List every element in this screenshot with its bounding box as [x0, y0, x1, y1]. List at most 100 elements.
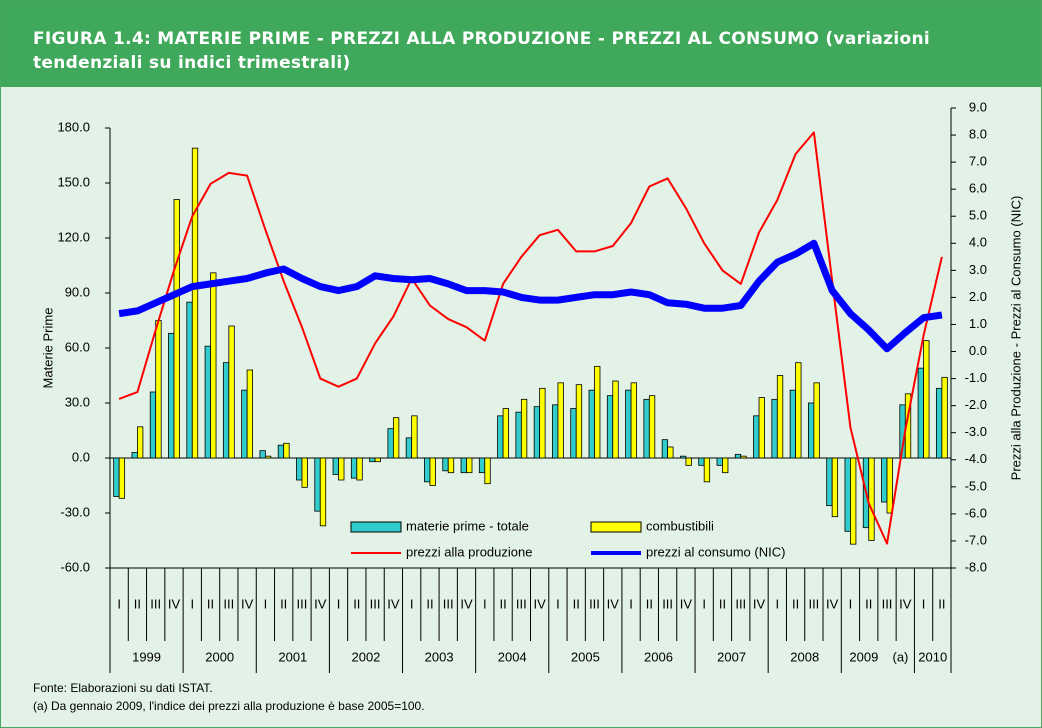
bar	[625, 389, 632, 459]
x-tick-label: I	[337, 596, 341, 611]
y2-tick-label: -6.0	[965, 505, 987, 520]
bar	[703, 457, 711, 483]
x-tick-label: III	[662, 596, 673, 611]
bar	[131, 452, 138, 459]
bar	[722, 457, 729, 474]
y2-axis-title: Prezzi alla Produzione - Prezzi al Consu…	[1008, 196, 1023, 481]
bar	[392, 417, 400, 459]
bar	[776, 375, 784, 459]
year-label: 2007	[717, 649, 746, 664]
bar	[935, 387, 943, 459]
bar	[826, 457, 833, 507]
bar	[283, 442, 290, 459]
bar	[478, 457, 486, 474]
legend-swatch	[590, 521, 642, 533]
y-tick-label: -60.0	[60, 559, 90, 574]
year-label: 1999	[132, 649, 161, 664]
y2-tick-label: -4.0	[965, 451, 987, 466]
bar	[758, 397, 765, 459]
y2-tick-label: 3.0	[969, 262, 987, 277]
bar	[374, 457, 381, 463]
y-tick-label: 150.0	[57, 174, 90, 189]
bar	[186, 301, 193, 459]
x-tick-label: III	[516, 596, 527, 611]
year-label: 2002	[351, 649, 380, 664]
bar	[429, 457, 436, 486]
x-tick-label: III	[735, 596, 746, 611]
bar	[881, 457, 888, 503]
bar	[661, 439, 669, 459]
year-label: 2003	[425, 649, 454, 664]
bar	[411, 415, 418, 459]
bar	[277, 444, 285, 459]
bar	[648, 395, 656, 459]
x-tick-label: II	[646, 596, 653, 611]
bar	[447, 457, 455, 474]
bar	[868, 457, 875, 541]
y2-tick-label: 0.0	[969, 343, 987, 358]
bar	[460, 457, 467, 474]
y2-tick-label: 2.0	[969, 289, 987, 304]
y2-tick-label: -8.0	[965, 559, 987, 574]
header: FIGURA 1.4: MATERIE PRIME - PREZZI ALLA …	[1, 1, 1041, 87]
bar	[173, 199, 180, 459]
bar	[807, 402, 815, 459]
bar	[533, 406, 541, 459]
bar	[210, 272, 217, 459]
bar	[442, 457, 449, 472]
legend-label: combustibili	[646, 518, 714, 533]
x-tick-label: III	[808, 596, 819, 611]
x-tick-label: I	[410, 596, 414, 611]
bar	[685, 457, 692, 466]
y2-tick-label: -2.0	[965, 397, 987, 412]
x-tick-label: III	[223, 596, 234, 611]
y2-tick-label: 6.0	[969, 181, 987, 196]
bar	[314, 457, 321, 512]
y-tick-label: 0.0	[72, 449, 90, 464]
bar	[606, 395, 614, 459]
x-tick-label: III	[297, 596, 308, 611]
y2-tick-label: 4.0	[969, 235, 987, 250]
bar	[155, 320, 162, 459]
bar	[716, 457, 723, 466]
x-tick-label: I	[190, 596, 194, 611]
annotation: (a)	[892, 649, 908, 664]
bar	[813, 382, 820, 459]
x-tick-label: II	[426, 596, 433, 611]
year-label: 2010	[918, 649, 947, 664]
bar	[497, 415, 504, 459]
bar	[222, 362, 230, 459]
y2-tick-label: 8.0	[969, 126, 987, 141]
x-tick-label: II	[719, 596, 726, 611]
x-tick-label: IV	[314, 596, 327, 611]
line	[118, 239, 943, 353]
year-label: 2006	[644, 649, 673, 664]
bar	[552, 404, 559, 459]
year-label: 2009	[849, 649, 878, 664]
bar	[789, 389, 796, 459]
y-tick-label: -30.0	[60, 504, 90, 519]
x-tick-label: II	[938, 596, 945, 611]
x-tick-label: IV	[826, 596, 839, 611]
x-tick-label: II	[573, 596, 580, 611]
x-tick-label: I	[629, 596, 633, 611]
bar	[886, 457, 893, 514]
bar	[241, 389, 248, 459]
bar	[698, 457, 705, 466]
note: (a) Da gennaio 2009, l'indice dei prezzi…	[33, 699, 425, 713]
y2-tick-label: 1.0	[969, 316, 987, 331]
note: Fonte: Elaborazioni su dati ISTAT.	[33, 681, 213, 695]
bar	[204, 345, 211, 459]
bar	[296, 457, 303, 481]
bar	[168, 332, 175, 459]
chart-title: FIGURA 1.4: MATERIE PRIME - PREZZI ALLA …	[33, 29, 931, 73]
x-tick-label: III	[589, 596, 600, 611]
x-tick-label: III	[370, 596, 381, 611]
bar	[771, 398, 778, 459]
line	[118, 131, 943, 545]
legend-label: prezzi alla produzione	[406, 544, 532, 559]
x-tick-label: IV	[680, 596, 693, 611]
bar	[570, 408, 577, 459]
x-tick-label: II	[207, 596, 214, 611]
